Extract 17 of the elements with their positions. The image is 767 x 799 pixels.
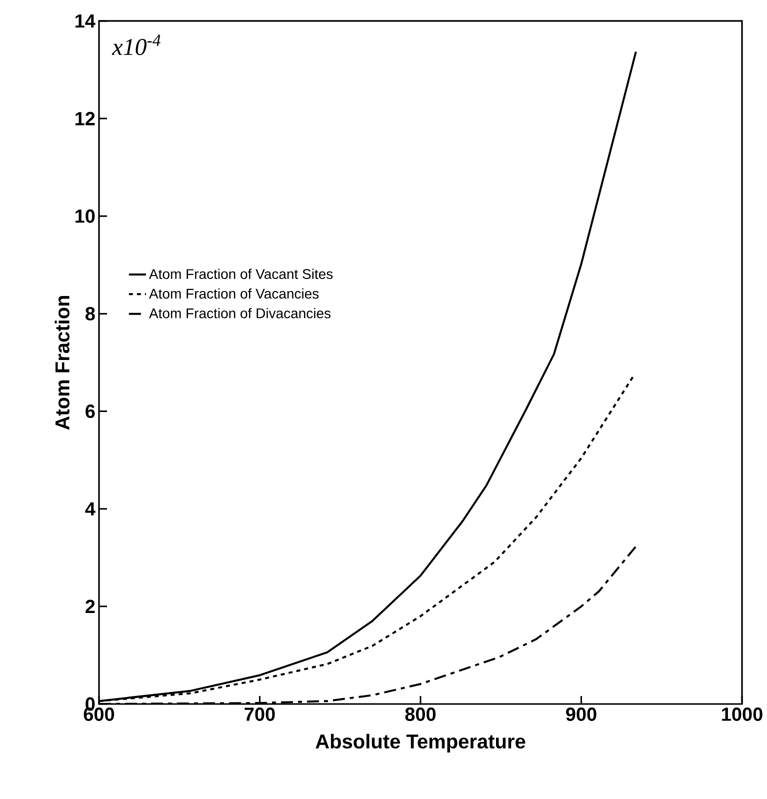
y-tick-label: 12 (76, 112, 95, 126)
legend-label: Atom Fraction of Vacant Sites (149, 268, 333, 280)
x-tick-label: 700 (244, 708, 275, 721)
y-tick-label: 4 (85, 502, 96, 516)
y-tick-label: 14 (76, 14, 96, 28)
x-axis-title: Absolute Temperature (316, 734, 526, 752)
x-tick-label: 900 (566, 708, 596, 721)
legend-label: Atom Fraction of Divacancies (149, 308, 331, 318)
y-axis-title: Atom Fraction (54, 296, 70, 430)
x-tick-label: 1000 (722, 708, 762, 721)
y-tick-label: 8 (85, 306, 95, 320)
y-tick-label: 6 (86, 404, 95, 418)
legend-label: Atom Fraction of Vacancies (149, 288, 319, 299)
y-tick-label: 10 (76, 209, 95, 223)
y-tick-label: 2 (86, 600, 95, 614)
annotation: x10$^{-4}$ (112, 34, 160, 56)
x-tick-label: 800 (405, 708, 436, 721)
